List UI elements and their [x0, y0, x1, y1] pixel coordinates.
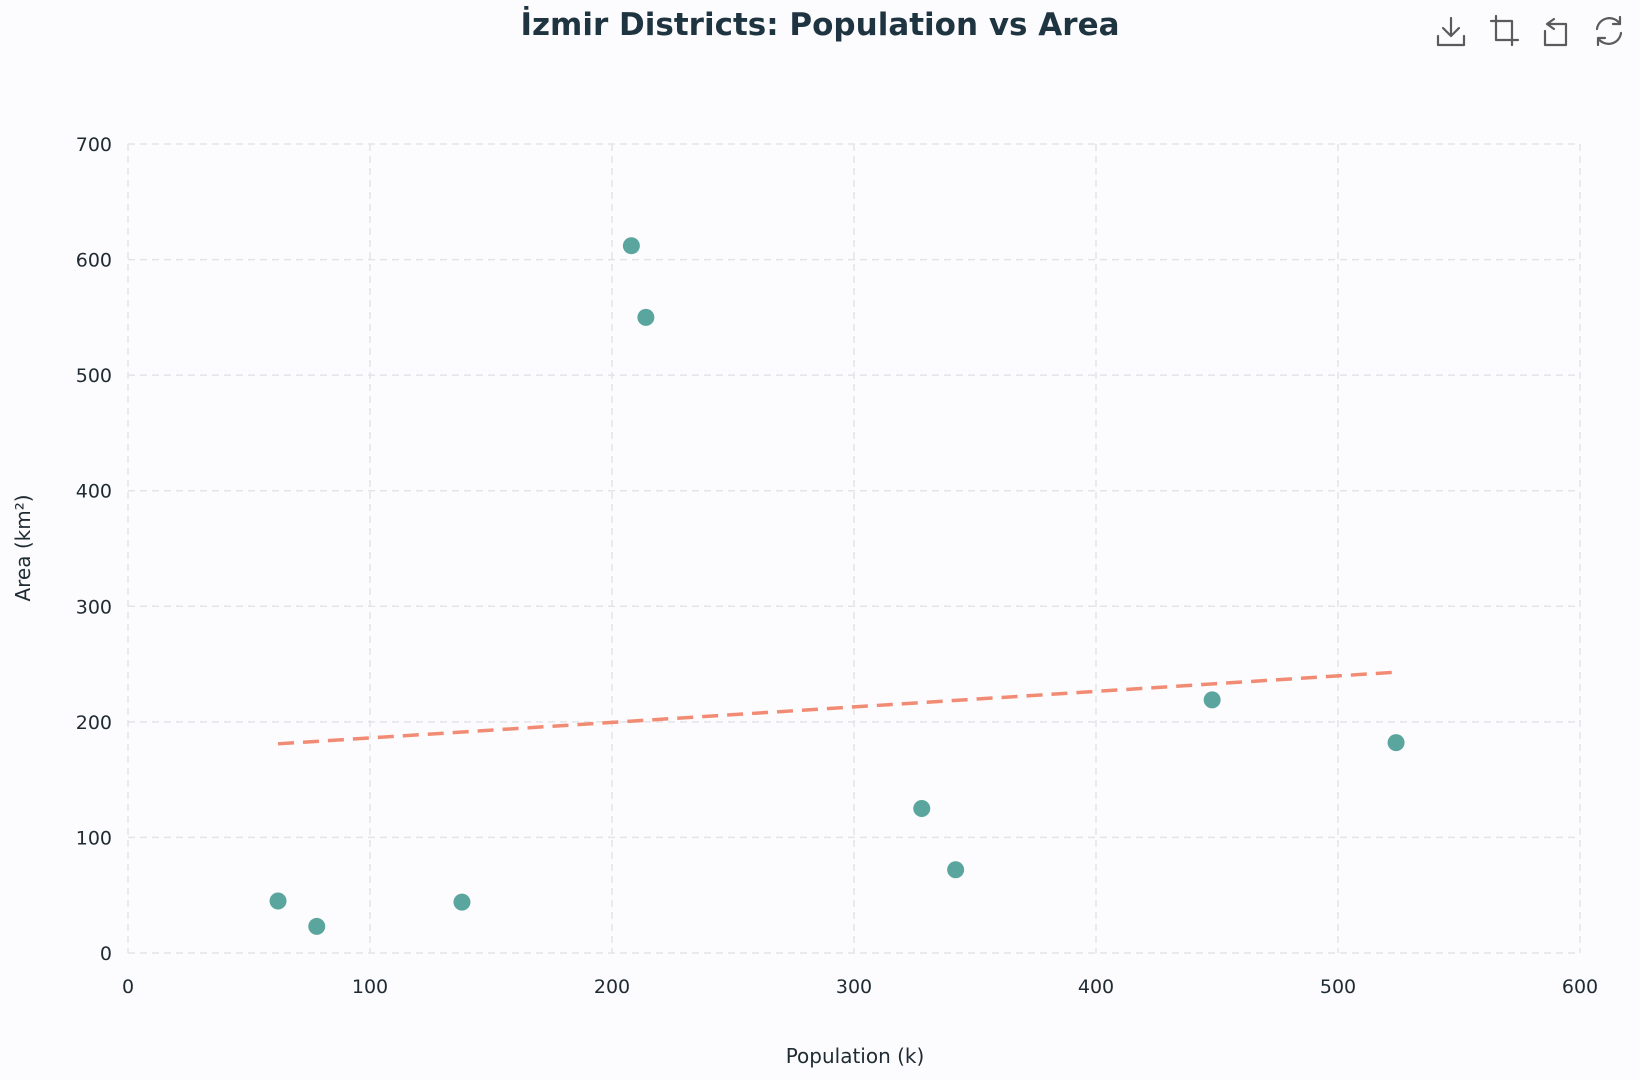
data-point	[913, 800, 931, 818]
x-tick-label: 300	[836, 976, 872, 998]
trendline-layer	[277, 670, 1397, 746]
data-point	[1387, 734, 1405, 752]
data-point	[947, 861, 965, 879]
x-tick-label: 100	[352, 976, 388, 998]
y-tick-label: 600	[76, 250, 112, 272]
y-axis-label: Area (km²)	[11, 494, 35, 601]
chart-title: İzmir Districts: Population vs Area	[520, 7, 1119, 43]
y-tick-label: 200	[76, 712, 112, 734]
points-layer	[269, 237, 1405, 935]
x-tick-label: 500	[1320, 976, 1356, 998]
undo-icon[interactable]	[1538, 12, 1576, 50]
y-tick-label: 400	[76, 481, 112, 503]
data-point	[622, 237, 640, 255]
y-tick-label: 300	[76, 596, 112, 618]
x-tick-label: 400	[1078, 976, 1114, 998]
x-tick-label: 600	[1562, 976, 1598, 998]
data-point	[269, 892, 287, 910]
trendline	[277, 670, 1397, 746]
grid	[127, 143, 1581, 954]
x-tick-label: 0	[122, 976, 134, 998]
y-tick-label: 500	[76, 365, 112, 387]
refresh-icon[interactable]	[1590, 12, 1628, 50]
x-axis-ticks: 0 100 200 300 400 500 600	[122, 976, 1598, 998]
toolbar	[1432, 12, 1628, 50]
data-point	[453, 893, 471, 911]
data-point	[308, 917, 326, 935]
crop-icon[interactable]	[1486, 12, 1524, 50]
x-tick-label: 200	[594, 976, 630, 998]
data-point	[1203, 691, 1221, 709]
download-icon[interactable]	[1432, 12, 1470, 50]
y-tick-label: 0	[100, 943, 112, 965]
data-point	[637, 308, 655, 326]
y-tick-label: 700	[76, 134, 112, 156]
y-axis-ticks: 0 100 200 300 400 500 600 700	[76, 134, 112, 965]
y-tick-label: 100	[76, 827, 112, 849]
x-axis-label: Population (k)	[786, 1044, 925, 1068]
